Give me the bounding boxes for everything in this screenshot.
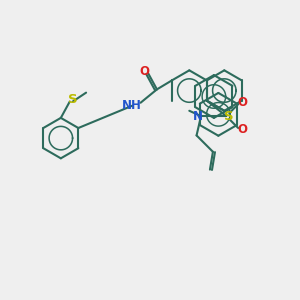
Text: O: O	[237, 123, 247, 136]
Text: O: O	[140, 65, 149, 78]
Text: N: N	[193, 110, 202, 123]
Text: S: S	[68, 93, 77, 106]
Text: S: S	[224, 110, 233, 123]
Text: O: O	[237, 96, 247, 109]
Text: NH: NH	[122, 99, 142, 112]
